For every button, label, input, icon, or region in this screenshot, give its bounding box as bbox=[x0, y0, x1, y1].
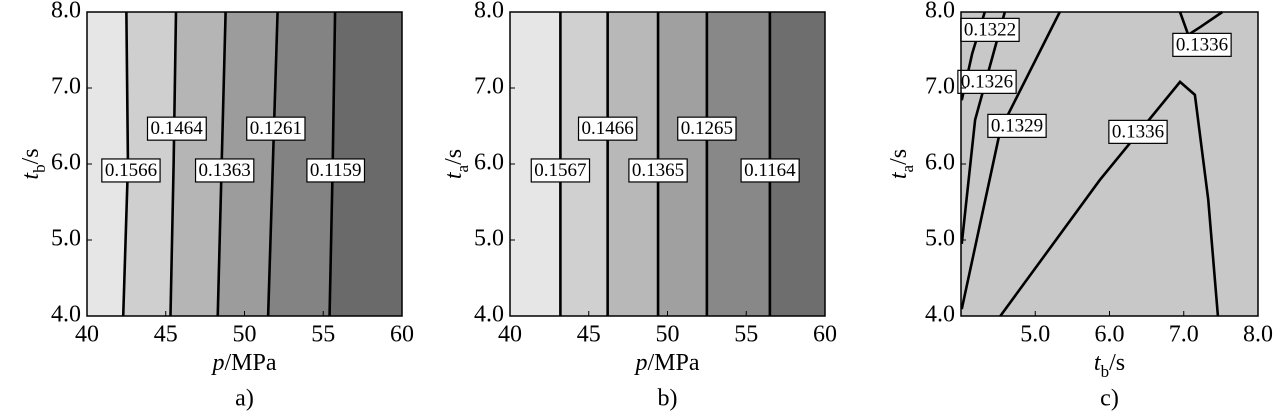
x-tick-label: 50 bbox=[233, 322, 257, 348]
x-tick-label: 55 bbox=[311, 322, 335, 348]
axis-label-part: b bbox=[30, 164, 49, 173]
contour-label: 0.1363 bbox=[199, 160, 251, 181]
axis-label: tb/s bbox=[1094, 350, 1125, 382]
x-tick-label: 40 bbox=[75, 322, 99, 348]
x-tick-label: 60 bbox=[390, 322, 414, 348]
contour-line bbox=[960, 11, 1007, 244]
y-tick-label: 5.0 bbox=[474, 226, 504, 252]
x-tick-label: 7.0 bbox=[1169, 322, 1199, 348]
x-tick-label: 45 bbox=[154, 322, 178, 348]
contour-region bbox=[961, 12, 1258, 316]
contour-label-box bbox=[740, 158, 800, 183]
contour-label-box bbox=[306, 158, 366, 183]
axis-label: ta/s bbox=[441, 149, 473, 179]
contour-label-box bbox=[101, 158, 161, 183]
contour-label: 0.1164 bbox=[744, 160, 796, 181]
x-tick-label: 8.0 bbox=[1243, 322, 1273, 348]
y-tick-label: 6.0 bbox=[925, 150, 955, 176]
axis-label-part: t bbox=[1094, 350, 1102, 376]
contour-label: 0.1336 bbox=[1112, 121, 1164, 142]
axis-label: ta/s bbox=[886, 149, 918, 179]
contour-label-box bbox=[1172, 32, 1232, 57]
contour-label: 0.1265 bbox=[681, 118, 733, 139]
y-tick-label: 7.0 bbox=[474, 74, 504, 100]
contour-label: 0.1336 bbox=[1176, 34, 1228, 55]
axis-label-part: /s bbox=[1109, 350, 1125, 376]
axis-label-part: a bbox=[453, 164, 472, 172]
y-tick-label: 5.0 bbox=[51, 226, 81, 252]
axis-label-part: /s bbox=[441, 149, 467, 165]
contour-label-box bbox=[677, 116, 737, 141]
y-tick-label: 4.0 bbox=[925, 302, 955, 328]
contour-label-box bbox=[577, 116, 638, 141]
contour-label: 0.1326 bbox=[961, 71, 1013, 92]
contour-label: 0.1566 bbox=[105, 160, 157, 181]
axis-label-part: t bbox=[18, 172, 44, 180]
y-tick-label: 4.0 bbox=[474, 302, 504, 328]
axis-label-part: /MPa bbox=[647, 350, 699, 376]
x-tick-label: 5.0 bbox=[1020, 322, 1050, 348]
y-tick-label: 8.0 bbox=[925, 0, 955, 24]
x-tick-label: 50 bbox=[656, 322, 680, 348]
axis-label-part: /MPa bbox=[224, 350, 276, 376]
contour-label: 0.1567 bbox=[534, 160, 586, 181]
contour-label-box bbox=[246, 116, 306, 141]
contour-label-box bbox=[1108, 119, 1168, 144]
contour-label: 0.1322 bbox=[964, 19, 1016, 40]
contour-label-box bbox=[987, 113, 1047, 138]
panel: 0.1566 0.1464 0.1363 0.1261 0.1159 4.0 5.0 6.0 7… bbox=[18, 0, 415, 412]
axis-label-part: b bbox=[1101, 362, 1110, 381]
panel-caption: c) bbox=[1100, 386, 1119, 412]
axis-label: p/MPa bbox=[633, 350, 699, 376]
axis-label-part: /s bbox=[886, 149, 912, 165]
y-tick-label: 8.0 bbox=[474, 0, 504, 24]
contour-label: 0.1466 bbox=[582, 118, 634, 139]
axis-label-part: t bbox=[441, 171, 467, 179]
contour-label-box bbox=[957, 69, 1017, 94]
contour-label: 0.1159 bbox=[310, 160, 362, 181]
contour-label-box bbox=[194, 158, 255, 183]
y-tick-label: 7.0 bbox=[925, 74, 955, 100]
contour-label-box bbox=[530, 158, 591, 183]
contour-label-box bbox=[628, 158, 688, 183]
contour-region bbox=[268, 12, 336, 316]
x-tick-label: 60 bbox=[813, 322, 837, 348]
y-tick-label: 6.0 bbox=[474, 150, 504, 176]
contour-region bbox=[329, 12, 402, 316]
contour-line bbox=[266, 11, 279, 317]
panel: 0.1567 0.1466 0.1365 0.1265 0.1164 4.0 5.0 6.0 7… bbox=[441, 0, 838, 412]
y-tick-label: 8.0 bbox=[51, 0, 81, 24]
axis-label-part: a bbox=[898, 164, 917, 172]
panel-caption: a) bbox=[235, 386, 254, 412]
contour-label-box bbox=[146, 116, 207, 141]
contour-region bbox=[706, 12, 770, 316]
contour-label: 0.1261 bbox=[250, 118, 302, 139]
y-tick-label: 6.0 bbox=[51, 150, 81, 176]
axis-label: tb/s bbox=[18, 148, 50, 179]
y-tick-label: 5.0 bbox=[925, 226, 955, 252]
axis-label-part: /s bbox=[18, 148, 44, 164]
axis-label-part: t bbox=[886, 171, 912, 179]
contour-line bbox=[1178, 10, 1224, 37]
y-tick-label: 4.0 bbox=[51, 302, 81, 328]
x-tick-label: 40 bbox=[498, 322, 522, 348]
x-tick-label: 6.0 bbox=[1095, 322, 1125, 348]
contour-line bbox=[169, 11, 178, 317]
contour-label: 0.1464 bbox=[151, 118, 204, 139]
x-tick-label: 55 bbox=[734, 322, 758, 348]
x-tick-label: 45 bbox=[577, 322, 601, 348]
contour-line bbox=[999, 80, 1220, 317]
axis-label-part: p bbox=[633, 350, 647, 376]
axis-label: p/MPa bbox=[210, 350, 276, 376]
contour-label: 0.1329 bbox=[991, 115, 1043, 136]
y-tick-label: 7.0 bbox=[51, 74, 81, 100]
panel-caption: b) bbox=[658, 386, 678, 412]
contour-label: 0.1365 bbox=[632, 160, 684, 181]
axis-label-part: p bbox=[210, 350, 224, 376]
panel: 0.1322 0.1326 0.1329 0.1336 0.1336 4.0 5.0 6.0 7… bbox=[886, 0, 1274, 412]
